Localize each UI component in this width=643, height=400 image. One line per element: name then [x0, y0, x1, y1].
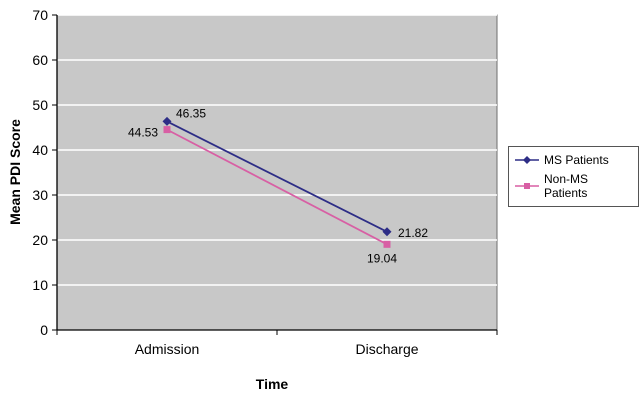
data-label: 46.35: [176, 106, 206, 120]
data-label: 21.82: [398, 226, 428, 240]
legend-entry-non-ms-patients: Non-MS Patients: [514, 172, 633, 200]
legend: MS Patients Non-MS Patients: [508, 146, 639, 207]
y-tick-label: 20: [32, 232, 48, 248]
x-category-label: Admission: [135, 341, 200, 357]
data-label: 44.53: [128, 126, 158, 140]
legend-entry-ms-patients: MS Patients: [514, 153, 633, 167]
non-ms-patients-square-marker-icon: [514, 180, 540, 192]
plot-background: [56, 14, 498, 331]
y-tick-label: 0: [40, 322, 48, 338]
y-tick-label: 70: [32, 7, 48, 23]
series-line: [166, 120, 388, 233]
y-tick-label: 50: [32, 97, 48, 113]
legend-label-ms-patients: MS Patients: [544, 153, 609, 168]
y-axis-title: Mean PDI Score: [7, 119, 23, 225]
y-tick-label: 60: [32, 52, 48, 68]
y-tick-label: 10: [32, 277, 48, 293]
legend-label-non-ms-patients: Non-MS Patients: [544, 171, 589, 200]
marker-square: [163, 126, 171, 134]
x-axis-title: Time: [255, 376, 289, 392]
marker-diamond: [162, 116, 172, 126]
marker-square: [383, 240, 391, 248]
y-tick-label: 30: [32, 187, 48, 203]
y-tick-label: 40: [32, 142, 48, 158]
x-category-label: Discharge: [355, 341, 418, 357]
ms-patients-diamond-marker-icon: [514, 154, 540, 166]
series-line: [166, 128, 388, 246]
marker-diamond: [382, 227, 392, 237]
data-label: 19.04: [367, 251, 397, 265]
